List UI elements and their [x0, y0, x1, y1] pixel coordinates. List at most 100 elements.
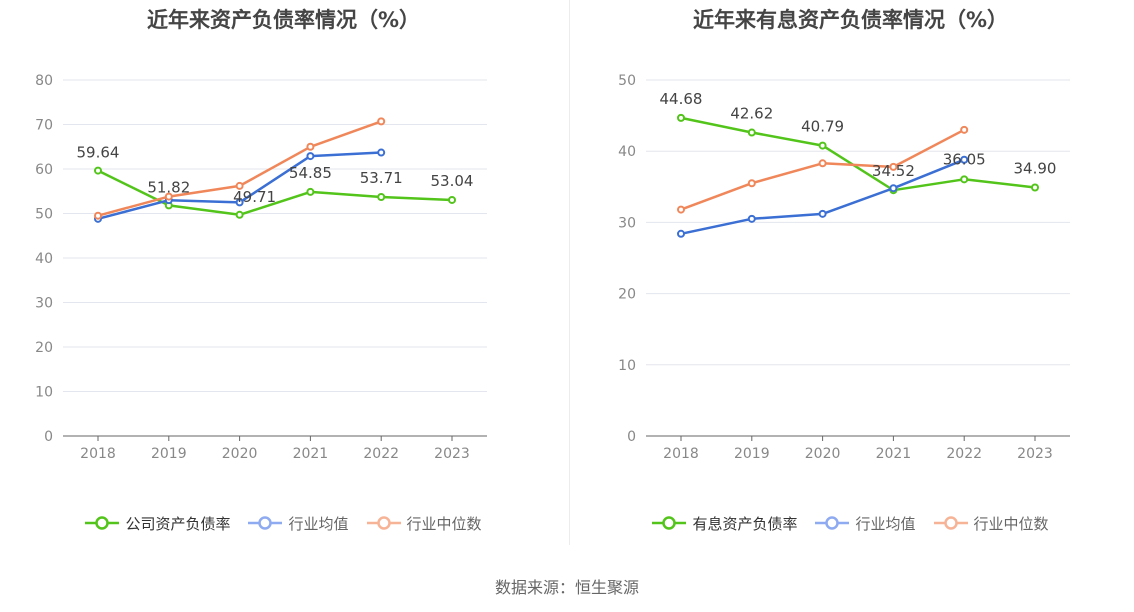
data-point	[94, 211, 102, 220]
line-chart-asset-liability: 0 10 20 30 40 50 60 70 80 2018 2019 2020 2021 2022 202…	[35, 73, 487, 462]
y-tick-label: 0	[627, 429, 636, 445]
legend-label: 行业均值	[288, 514, 349, 533]
chart-legend: 公司资产负债率 行业均值 行业中位数	[0, 511, 567, 535]
legend-marker-icon	[366, 516, 401, 530]
data-point	[747, 214, 756, 223]
legend-marker-icon	[933, 516, 968, 530]
x-tick-label: 2018	[80, 446, 116, 462]
data-point	[889, 162, 898, 171]
legend-item[interactable]: 有息资产负债率	[652, 513, 797, 534]
legend-marker-icon	[248, 516, 283, 530]
chart-title: 近年来资产负债率情况（%）	[146, 8, 421, 32]
legend-label: 有息资产负债率	[692, 514, 798, 533]
y-tick-label: 30	[35, 296, 53, 312]
legend-marker-icon	[85, 516, 120, 530]
data-point	[747, 128, 756, 137]
data-label: 36.05	[943, 150, 986, 168]
data-point	[306, 187, 315, 196]
data-label: 54.85	[289, 164, 332, 182]
chart-title: 近年来有息资产负债率情况（%）	[692, 8, 1009, 32]
legend-label: 行业中位数	[406, 514, 482, 533]
legend-marker-icon	[815, 516, 850, 530]
legend-marker-circle	[95, 516, 110, 530]
y-tick-label: 0	[44, 429, 53, 445]
legend-marker-circle	[662, 516, 677, 530]
data-point	[235, 210, 244, 219]
legend-marker-circle	[258, 516, 273, 530]
data-point	[235, 198, 244, 207]
x-tick-label: 2021	[876, 446, 912, 462]
y-tick-label: 60	[35, 162, 53, 178]
data-label: 40.79	[801, 118, 844, 136]
y-tick-label: 40	[618, 144, 636, 160]
x-tick-label: 2020	[805, 446, 841, 462]
legend-marker-icon	[652, 516, 687, 530]
data-point	[377, 117, 386, 126]
data-label: 51.82	[147, 178, 190, 196]
legend-label: 公司资产负债率	[125, 514, 231, 533]
x-tick-label: 2022	[946, 446, 982, 462]
chart-panel-right: 近年来有息资产负债率情况（%） 0 10 20 30 40 50 2018 2019 2020 2…	[567, 0, 1134, 545]
data-point	[677, 205, 685, 214]
data-point	[306, 142, 315, 151]
x-tick-label: 2019	[734, 446, 770, 462]
data-point	[677, 113, 685, 122]
data-point	[306, 152, 315, 161]
data-point	[164, 192, 173, 201]
legend-item[interactable]: 行业均值	[815, 513, 916, 534]
line-chart-interest-bearing-liability: 0 10 20 30 40 50 2018 2019 2020 2021 2022 2023 44.68…	[618, 73, 1070, 462]
y-tick-label: 50	[35, 207, 53, 223]
data-label: 53.71	[360, 169, 403, 187]
data-point	[818, 209, 827, 218]
data-point	[677, 229, 685, 238]
series-line	[680, 116, 1036, 192]
y-tick-label: 80	[35, 73, 53, 89]
data-point	[1031, 183, 1039, 192]
legend-label: 行业均值	[855, 514, 916, 533]
data-point	[960, 155, 969, 164]
chart-legend: 有息资产负债率 行业均值 行业中位数	[567, 511, 1134, 535]
data-label: 44.68	[660, 90, 703, 108]
x-tick-label: 2021	[293, 446, 329, 462]
data-point	[818, 159, 827, 168]
x-tick-label: 2023	[434, 446, 470, 462]
y-tick-label: 30	[618, 215, 636, 231]
y-tick-label: 10	[618, 358, 636, 374]
y-tick-label: 20	[35, 340, 53, 356]
y-tick-label: 10	[35, 385, 53, 401]
legend-marker-circle	[943, 516, 958, 530]
data-source-note: 数据来源：恒生聚源	[494, 578, 639, 597]
chart-panel-left: 近年来资产负债率情况（%） 0 10 20 30 40 50 60 70 80 2018 2019 2…	[0, 0, 567, 545]
x-tick-label: 2022	[363, 446, 399, 462]
data-point	[960, 175, 969, 184]
legend-marker-circle	[825, 516, 840, 530]
data-label: 34.90	[1014, 160, 1057, 178]
x-tick-label: 2020	[222, 446, 258, 462]
x-tick-label: 2023	[1017, 446, 1053, 462]
data-point	[377, 148, 386, 157]
y-tick-label: 50	[618, 73, 636, 89]
x-tick-label: 2018	[663, 446, 699, 462]
y-tick-label: 40	[35, 251, 53, 267]
legend-marker-circle	[376, 516, 391, 530]
y-tick-label: 20	[618, 287, 636, 303]
panel-divider	[569, 0, 570, 545]
data-label: 49.71	[233, 188, 276, 206]
x-tick-label: 2019	[151, 446, 187, 462]
legend-label: 行业中位数	[973, 514, 1049, 533]
data-label: 34.52	[872, 162, 915, 180]
legend-item[interactable]: 公司资产负债率	[85, 513, 230, 534]
y-tick-label: 70	[35, 118, 53, 134]
legend-item[interactable]: 行业中位数	[366, 513, 482, 534]
data-point	[960, 125, 969, 134]
data-label: 53.04	[431, 172, 474, 190]
legend-item[interactable]: 行业中位数	[933, 513, 1049, 534]
data-point	[94, 166, 102, 175]
data-point	[818, 141, 827, 150]
data-point	[235, 181, 244, 190]
data-point	[377, 192, 386, 201]
data-label: 42.62	[730, 105, 773, 123]
legend-item[interactable]: 行业均值	[248, 513, 349, 534]
data-point	[448, 195, 456, 204]
data-point	[889, 184, 898, 193]
